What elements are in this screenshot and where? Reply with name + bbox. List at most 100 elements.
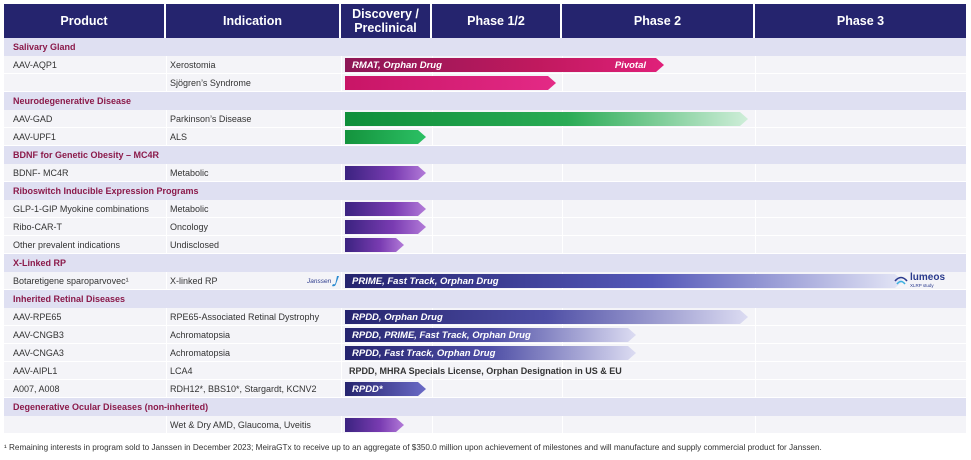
column-divider [755, 344, 756, 361]
indication-name: Achromatopsia [170, 348, 231, 358]
column-divider [432, 236, 433, 253]
product-name: AAV-CNGA3 [13, 348, 64, 358]
pipeline-row: Ribo-CAR-T Oncology [4, 218, 966, 236]
column-divider [341, 110, 342, 127]
column-divider [432, 362, 433, 379]
column-divider [755, 326, 756, 343]
product-name: AAV-UPF1 [13, 132, 56, 142]
section-header: Salivary Gland [4, 38, 966, 56]
section-header: Neurodegenerative Disease [4, 92, 966, 110]
designation-label: PRIME, Fast Track, Orphan Drug [352, 275, 499, 287]
footnote: ¹ Remaining interests in program sold to… [4, 443, 822, 452]
column-divider [755, 56, 756, 73]
column-divider [166, 164, 167, 181]
column-divider [432, 380, 433, 397]
indication-name: X-linked RP [170, 276, 218, 286]
column-divider [432, 200, 433, 217]
product-name: Ribo-CAR-T [13, 222, 63, 232]
column-divider [166, 128, 167, 145]
designation-label: RPDD, Fast Track, Orphan Drug [352, 347, 496, 359]
column-divider [755, 200, 756, 217]
column-divider [341, 236, 342, 253]
column-divider [166, 344, 167, 361]
column-divider [166, 236, 167, 253]
indication-name: Sjögren’s Syndrome [170, 78, 251, 88]
column-divider [562, 200, 563, 217]
progress-bar [345, 112, 748, 126]
progress-bar [345, 166, 426, 180]
pipeline-row: Sjögren’s Syndrome [4, 74, 966, 92]
section-header: Riboswitch Inducible Expression Programs [4, 182, 966, 200]
header-phase3: Phase 3 [755, 4, 966, 38]
column-divider [166, 272, 167, 289]
indication-name: Oncology [170, 222, 209, 232]
pipeline-row: AAV-AIPL1 LCA4 RPDD, MHRA Specials License… [4, 362, 966, 380]
progress-bar: RPDD* [345, 382, 426, 396]
column-divider [432, 416, 433, 433]
column-divider [166, 200, 167, 217]
column-divider [341, 56, 342, 73]
column-divider [755, 236, 756, 253]
header-phase2: Phase 2 [562, 4, 755, 38]
column-divider [341, 380, 342, 397]
header-discovery-line2: Preclinical [354, 21, 417, 35]
column-divider [755, 416, 756, 433]
column-divider [432, 164, 433, 181]
pipeline-row: Wet & Dry AMD, Glaucoma, Uveitis [4, 416, 966, 434]
designation-label: RMAT, Orphan Drug [352, 59, 442, 71]
lumeos-sub: XLRP study [910, 283, 934, 288]
progress-bar [345, 130, 426, 144]
column-divider [341, 344, 342, 361]
column-divider [562, 128, 563, 145]
column-divider [755, 110, 756, 127]
column-divider [341, 164, 342, 181]
progress-bar [345, 76, 556, 90]
section-header: X-Linked RP [4, 254, 966, 272]
section-header: BDNF for Genetic Obesity – MC4R [4, 146, 966, 164]
progress-bar [345, 202, 426, 216]
progress-bar: RMAT, Orphan Drug Pivotal [345, 58, 664, 72]
pipeline-header: Product Indication Discovery / Preclinic… [4, 4, 966, 38]
column-divider [166, 218, 167, 235]
column-divider [755, 128, 756, 145]
pipeline-row: GLP-1-GIP Myokine combinations Metabolic [4, 200, 966, 218]
column-divider [341, 74, 342, 91]
janssen-logo: Janssen [307, 275, 340, 287]
product-name: A007, A008 [13, 384, 60, 394]
product-name: Other prevalent indications [13, 240, 121, 250]
pipeline-row: A007, A008 RDH12*, BBS10*, Stargardt, KCN… [4, 380, 966, 398]
designation-label: RPDD, Orphan Drug [352, 311, 443, 323]
lumeos-name: lumeos [910, 272, 946, 283]
indication-name: Undisclosed [170, 240, 220, 250]
pipeline-row: Botaretigene sparoparvovec¹ X-linked RP PR… [4, 272, 966, 290]
column-divider [341, 218, 342, 235]
header-indication: Indication [166, 4, 341, 38]
column-divider [755, 308, 756, 325]
indication-name: Achromatopsia [170, 330, 231, 340]
column-divider [562, 74, 563, 91]
header-discovery-line1: Discovery / [352, 7, 419, 21]
indication-name: Metabolic [170, 168, 209, 178]
indication-name: ALS [170, 132, 188, 142]
product-name: AAV-AIPL1 [13, 366, 58, 376]
column-divider [755, 362, 756, 379]
column-divider [755, 218, 756, 235]
column-divider [166, 56, 167, 73]
progress-bar: RPDD, PRIME, Fast Track, Orphan Drug [345, 328, 636, 342]
column-divider [432, 128, 433, 145]
product-name: Botaretigene sparoparvovec¹ [13, 276, 129, 286]
section-header: Degenerative Ocular Diseases (non-inheri… [4, 398, 966, 416]
column-divider [166, 362, 167, 379]
designation-label: RPDD, PRIME, Fast Track, Orphan Drug [352, 329, 531, 341]
column-divider [341, 416, 342, 433]
column-divider [341, 326, 342, 343]
header-phase12: Phase 1/2 [432, 4, 562, 38]
pipeline-row: AAV-RPE65 RPE65-Associated Retinal Dystro… [4, 308, 966, 326]
janssen-mark-icon [332, 275, 340, 286]
column-divider [562, 416, 563, 433]
column-divider [166, 110, 167, 127]
column-divider [166, 74, 167, 91]
stage-label: Pivotal [614, 59, 646, 71]
header-product: Product [4, 4, 166, 38]
pipeline-row: AAV-UPF1 ALS [4, 128, 966, 146]
